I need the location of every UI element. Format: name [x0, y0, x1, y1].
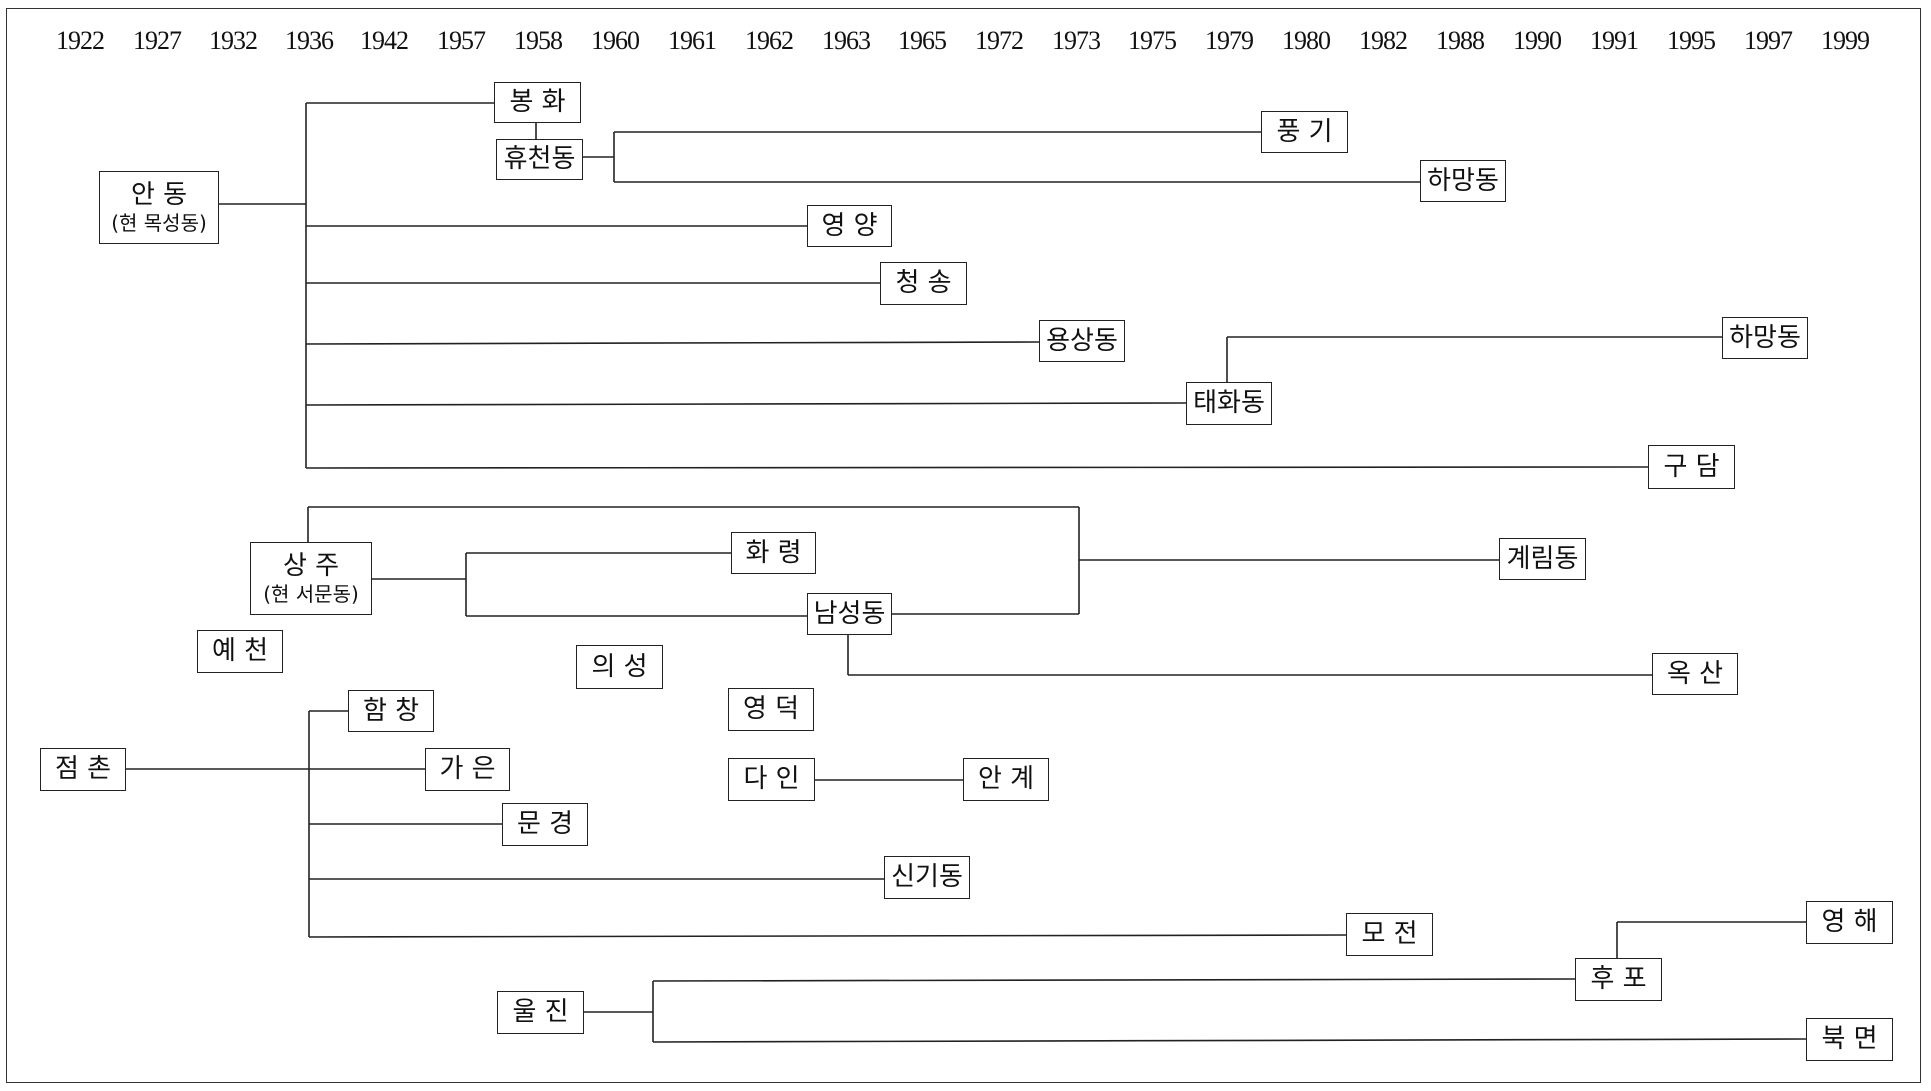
node-label: 풍 기	[1276, 116, 1333, 147]
node-label: 모 전	[1361, 919, 1418, 950]
node-mojeon: 모 전	[1346, 913, 1433, 956]
year-label: 1965	[898, 26, 947, 55]
node-label: 태화동	[1193, 388, 1265, 419]
node-label: 용상동	[1046, 325, 1118, 356]
node-angye: 안 계	[963, 758, 1049, 801]
year-label: 1961	[668, 26, 717, 55]
node-label: 가 은	[439, 754, 496, 785]
connector	[652, 978, 1576, 982]
node-oksan: 옥 산	[1652, 653, 1738, 695]
node-label: 영 해	[1821, 907, 1878, 938]
node-label: 남성동	[813, 598, 886, 629]
year-label: 1991	[1590, 26, 1639, 55]
node-yongsang: 용상동	[1039, 320, 1125, 362]
node-sublabel: (현 목성동)	[111, 210, 207, 235]
node-label: 안 계	[977, 764, 1035, 795]
node-yeongdeok: 영 덕	[728, 688, 814, 731]
node-hamchang: 함 창	[348, 690, 434, 732]
year-label: 1942	[360, 26, 409, 55]
year-label: 1972	[975, 26, 1024, 55]
year-label: 1927	[133, 26, 182, 55]
year-label: 1963	[822, 26, 871, 55]
node-label: 영 덕	[742, 694, 800, 725]
year-label: 1988	[1436, 26, 1485, 55]
node-label: 다 인	[743, 764, 800, 795]
node-hwaryeong: 화 령	[731, 532, 816, 574]
node-label: 화 령	[745, 537, 802, 568]
year-label: 1980	[1282, 26, 1331, 55]
year-label: 1936	[285, 26, 334, 55]
connector	[305, 341, 1040, 345]
node-mungyeong: 문 경	[502, 803, 588, 846]
connector	[308, 934, 1347, 938]
node-punggi: 풍 기	[1261, 111, 1348, 153]
node-uiseong: 의 성	[576, 645, 663, 689]
node-hyucheon: 휴천동	[496, 139, 583, 180]
connector	[652, 1038, 1807, 1043]
node-hupo: 후 포	[1575, 958, 1662, 1001]
node-label: 구 담	[1663, 451, 1720, 482]
node-bonghwa: 봉 화	[494, 82, 581, 123]
node-label: 후 포	[1590, 964, 1647, 995]
node-hamang2: 하망동	[1722, 317, 1808, 359]
node-singi: 신기동	[884, 856, 970, 899]
node-yeonghae: 영 해	[1806, 901, 1893, 944]
year-label: 1960	[591, 26, 640, 55]
node-label: 영 양	[821, 210, 878, 241]
connector	[305, 466, 1649, 469]
node-sublabel: (현 서문동)	[263, 581, 359, 606]
node-label: 안 동	[130, 180, 188, 211]
node-label: 함 창	[362, 695, 420, 726]
year-label: 1997	[1744, 26, 1793, 55]
node-gyerim: 계림동	[1499, 538, 1586, 580]
node-dain: 다 인	[728, 758, 815, 801]
node-label: 휴천동	[503, 144, 576, 175]
node-namseong: 남성동	[807, 593, 892, 635]
node-andong: 안 동 (현 목성동)	[99, 171, 219, 244]
node-label: 의 성	[591, 651, 648, 682]
year-label: 1932	[209, 26, 258, 55]
year-label: 1973	[1052, 26, 1101, 55]
year-label: 1982	[1359, 26, 1408, 55]
node-bukmyeon: 북 면	[1806, 1018, 1893, 1061]
node-label: 상 주	[282, 551, 340, 582]
node-yecheon: 예 천	[197, 630, 283, 673]
node-yeongyang: 영 양	[807, 205, 892, 247]
node-jeomchon: 점 촌	[40, 748, 126, 791]
node-uljin: 울 진	[497, 991, 584, 1034]
node-label: 청 송	[895, 268, 952, 299]
year-label: 1975	[1128, 26, 1177, 55]
node-hamang1: 하망동	[1420, 160, 1506, 202]
node-label: 계림동	[1506, 543, 1579, 574]
year-label: 1990	[1513, 26, 1562, 55]
node-label: 북 면	[1821, 1024, 1878, 1055]
node-label: 울 진	[512, 997, 569, 1028]
year-label: 1957	[437, 26, 486, 55]
node-cheongsong: 청 송	[880, 262, 967, 305]
node-label: 하망동	[1729, 322, 1801, 353]
connector	[305, 402, 1187, 406]
node-label: 점 촌	[54, 754, 112, 785]
node-taehwa: 태화동	[1186, 382, 1272, 425]
node-sangju: 상 주 (현 서문동)	[250, 542, 372, 615]
year-label: 1979	[1205, 26, 1254, 55]
year-label: 1922	[56, 26, 105, 55]
node-label: 봉 화	[509, 87, 566, 118]
year-label: 1995	[1667, 26, 1716, 55]
node-label: 문 경	[516, 809, 574, 840]
node-label: 예 천	[211, 636, 269, 667]
year-label: 1999	[1821, 26, 1870, 55]
node-gaeun: 가 은	[425, 748, 510, 791]
node-gudam: 구 담	[1648, 445, 1735, 489]
node-label: 옥 산	[1666, 658, 1724, 689]
year-label: 1958	[514, 26, 563, 55]
node-label: 하망동	[1427, 165, 1499, 196]
year-label: 1962	[745, 26, 794, 55]
node-label: 신기동	[891, 862, 963, 893]
